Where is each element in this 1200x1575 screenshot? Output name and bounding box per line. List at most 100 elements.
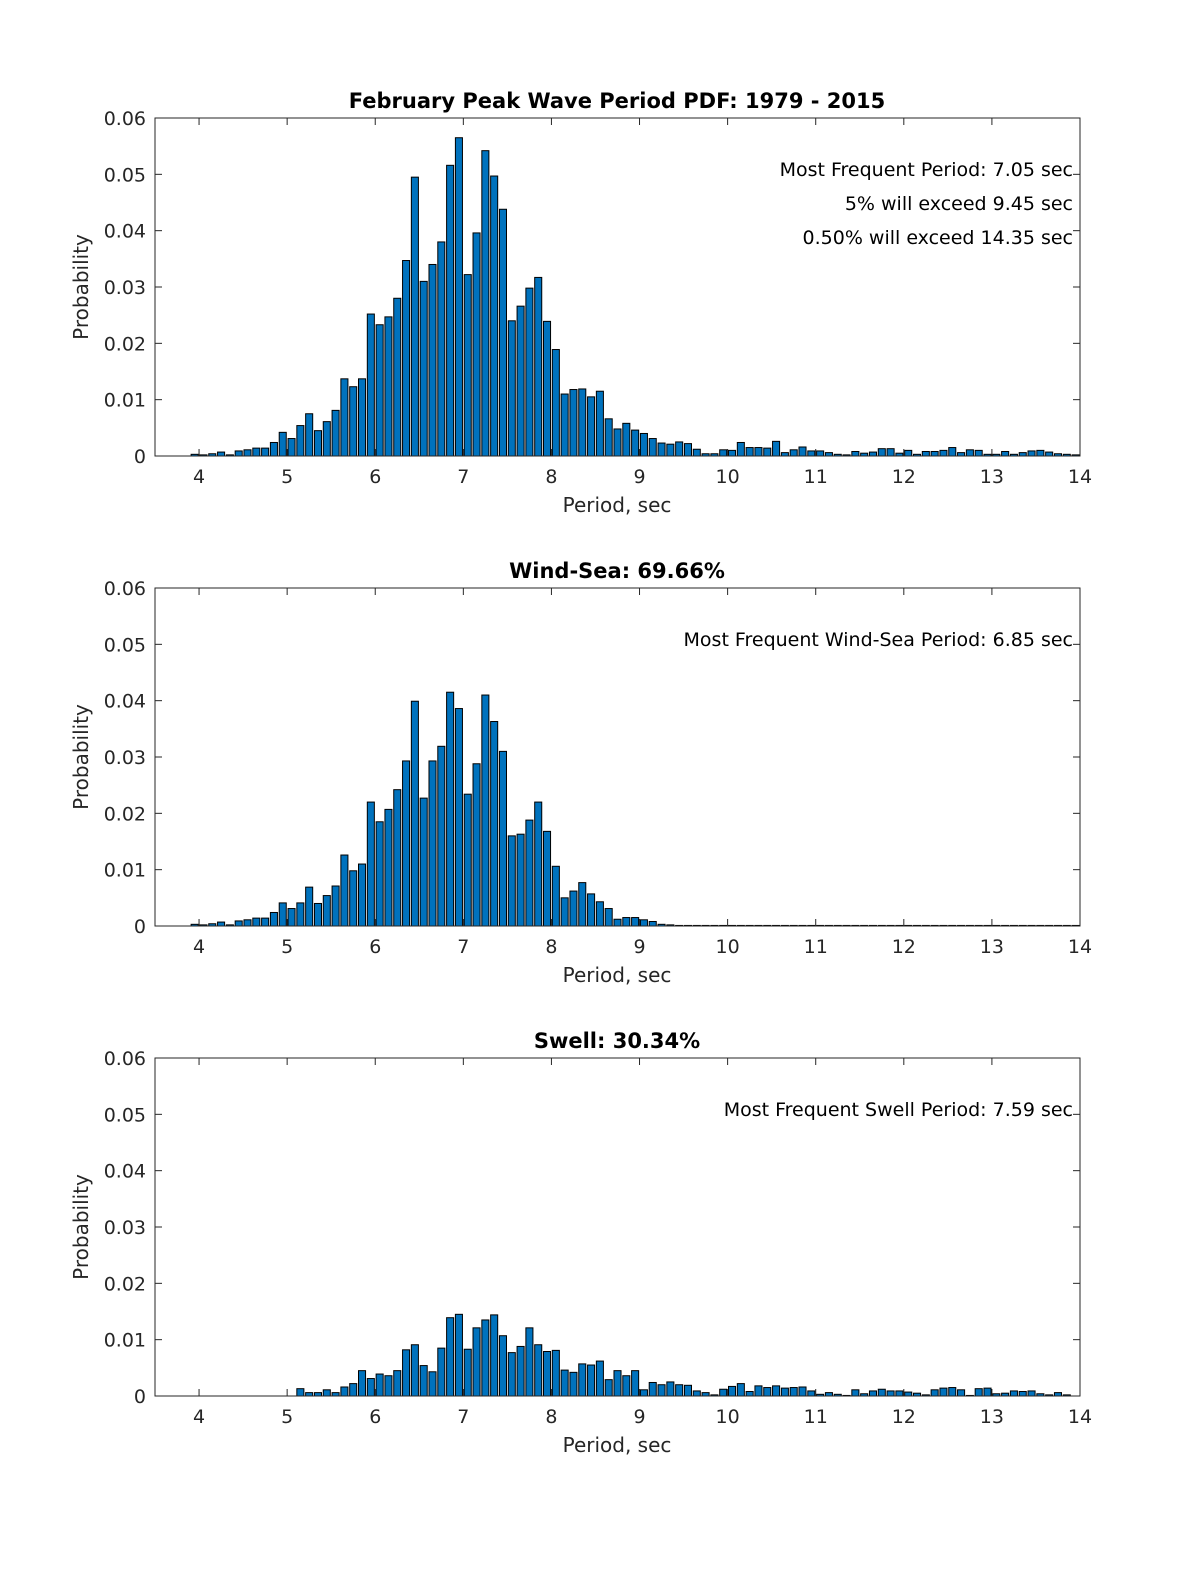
bar	[463, 274, 472, 457]
bar	[1045, 451, 1054, 457]
bar	[1018, 1390, 1027, 1397]
y-axis-label: Probability	[69, 704, 93, 810]
bar	[595, 901, 604, 927]
x-tick-label: 11	[804, 466, 828, 488]
bar	[921, 450, 930, 457]
bar	[349, 386, 358, 457]
bar	[551, 865, 560, 927]
bar	[613, 1370, 622, 1397]
bar	[463, 793, 472, 927]
bar	[772, 1385, 781, 1397]
bar	[754, 447, 763, 457]
bar	[472, 232, 481, 457]
bar	[534, 801, 543, 927]
bar	[877, 1388, 886, 1397]
bar	[578, 1363, 587, 1397]
bar	[507, 1352, 516, 1397]
y-tick-label: 0.01	[104, 1330, 146, 1352]
bar	[683, 443, 693, 457]
bar	[868, 451, 878, 457]
bar	[419, 797, 428, 927]
bar	[516, 1345, 525, 1397]
x-tick-label: 6	[369, 936, 381, 958]
bar	[1018, 452, 1027, 457]
bar	[551, 349, 560, 457]
bar	[886, 448, 895, 457]
bar	[728, 1385, 737, 1397]
bar	[384, 316, 393, 457]
bar	[261, 917, 270, 927]
bar	[278, 431, 287, 457]
y-tick-label: 0.06	[104, 108, 146, 130]
bar	[648, 1381, 657, 1397]
bar	[622, 917, 631, 927]
bar	[393, 297, 402, 457]
bar	[930, 1389, 939, 1397]
x-tick-label: 14	[1068, 466, 1092, 488]
bar	[498, 1335, 508, 1397]
bar	[675, 1384, 684, 1397]
bar	[498, 208, 508, 457]
bar	[719, 1388, 728, 1397]
y-tick-label: 0.04	[104, 1161, 146, 1183]
bar	[622, 1375, 631, 1397]
bar	[648, 438, 657, 457]
bar	[939, 1387, 948, 1397]
bar	[322, 1389, 331, 1397]
bar	[463, 1348, 472, 1397]
bar	[252, 447, 261, 457]
annotation-most-frequent: Most Frequent Period: 7.05 sec	[780, 159, 1073, 181]
bar	[745, 1390, 754, 1397]
bar	[217, 451, 226, 457]
x-tick-label: 7	[457, 1406, 469, 1428]
tick-group: 4 5 6 7 8 9 10 11 12 13 14 0 0.01 0.02 0.03 0.04 0.05 0.0…	[104, 108, 1092, 488]
bar	[278, 902, 287, 927]
bar	[534, 1344, 543, 1397]
bar	[393, 1370, 402, 1397]
bar	[525, 1327, 534, 1397]
bar	[877, 448, 886, 457]
bar	[261, 447, 270, 457]
axes-frame	[154, 1057, 1081, 1397]
y-axis-label: Probability	[69, 234, 93, 340]
bar	[525, 819, 534, 927]
bar	[639, 919, 648, 927]
bar	[437, 745, 446, 927]
bar	[895, 1390, 904, 1397]
bar-group	[190, 137, 1080, 457]
bar	[516, 305, 525, 457]
bar	[631, 429, 640, 457]
bar	[560, 1369, 569, 1397]
bar	[490, 175, 499, 457]
panel-swell: Swell: 30.34% 4 5 6 7 8 9 10 11 12 13 14 0 0.01 0.02 0…	[69, 1029, 1092, 1457]
y-tick-label: 0.01	[104, 390, 146, 412]
bar	[772, 440, 781, 457]
bar	[728, 449, 737, 457]
bar	[252, 917, 261, 927]
bar	[481, 150, 490, 457]
x-tick-label: 13	[980, 936, 1004, 958]
x-tick-label: 5	[281, 466, 293, 488]
bar	[763, 1387, 772, 1397]
bar	[410, 1344, 419, 1397]
bar	[807, 1390, 816, 1397]
panel-windsea: Wind-Sea: 69.66% 4 5 6 7 8 9 10 11 12 13 14 0 0.01 0.…	[69, 559, 1092, 987]
bar	[948, 1387, 957, 1397]
bar	[578, 882, 587, 927]
bar	[587, 1364, 596, 1397]
y-tick-label: 0.02	[104, 1273, 146, 1295]
bar	[358, 863, 367, 927]
bar	[446, 1317, 455, 1397]
bar	[719, 449, 728, 457]
y-axis-label: Probability	[69, 1174, 93, 1280]
bar	[701, 1392, 710, 1397]
bar	[904, 1391, 913, 1397]
bar	[243, 449, 252, 457]
bar	[851, 1389, 860, 1397]
bar	[507, 320, 516, 457]
x-tick-label: 10	[716, 936, 740, 958]
bar	[824, 452, 833, 457]
tick-group: 4 5 6 7 8 9 10 11 12 13 14 0 0.01 0.02 0.03 0.04 0.05 0.0…	[104, 578, 1092, 958]
bar	[543, 1351, 552, 1397]
bar	[824, 1392, 833, 1397]
